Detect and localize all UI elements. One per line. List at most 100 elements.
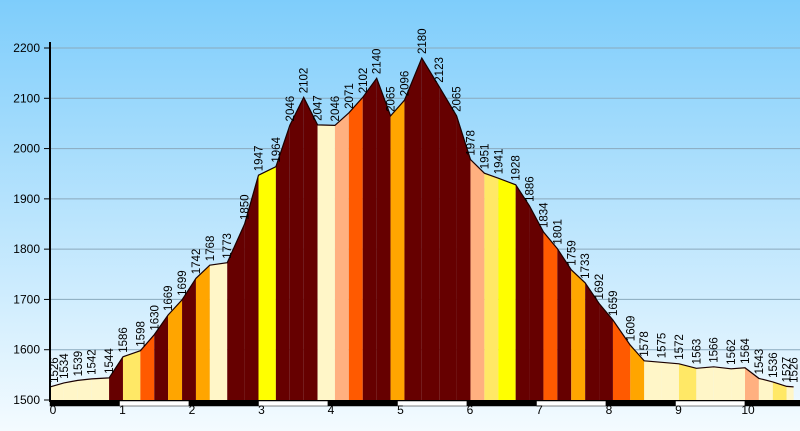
elevation-label: 1526 (789, 357, 800, 383)
elevation-label: 1566 (709, 337, 721, 363)
x-tick-label: 10 (741, 403, 755, 417)
y-tick-label: 1600 (13, 343, 40, 357)
profile-segment (421, 58, 440, 401)
profile-segment (786, 386, 794, 400)
elevation-label: 1742 (191, 249, 203, 275)
x-tick-label: 4 (328, 403, 335, 417)
elevation-label: 1586 (118, 327, 130, 353)
elevation-label: 1947 (254, 146, 266, 172)
elevation-label: 1801 (552, 219, 564, 245)
elevation-label: 2140 (372, 49, 384, 75)
km-band (675, 400, 746, 407)
profile-segment (713, 366, 732, 400)
km-band (536, 400, 607, 407)
profile-segment (696, 366, 714, 400)
elevation-label: 2096 (399, 71, 411, 97)
elevation-label: 1850 (240, 194, 252, 220)
profile-segment (557, 248, 572, 400)
y-tick-label: 2200 (13, 41, 40, 55)
elevation-label: 2065 (386, 86, 398, 112)
profile-segment (362, 78, 377, 401)
x-tick-label: 3 (258, 403, 265, 417)
profile-segment (140, 334, 155, 400)
elevation-label: 1526 (49, 357, 61, 383)
profile-segment (244, 175, 259, 400)
x-tick-label: 8 (606, 403, 613, 417)
elevation-label: 1834 (538, 202, 550, 228)
elevation-label: 1536 (768, 352, 780, 378)
y-tick-label: 2100 (13, 91, 40, 105)
profile-segment (731, 367, 745, 400)
profile-segment (758, 378, 773, 400)
x-tick-label: 5 (397, 403, 404, 417)
profile-segment (390, 100, 405, 400)
elevation-label: 1539 (73, 351, 85, 377)
elevation-label: 1659 (608, 290, 620, 316)
profile-segment (334, 112, 349, 401)
profile-segment (109, 356, 123, 400)
profile-segment (529, 205, 544, 400)
elevation-label: 1699 (177, 270, 189, 296)
elevation-label: 1544 (104, 348, 116, 374)
km-band-strip (49, 400, 800, 407)
elevation-label: 1669 (163, 285, 175, 311)
km-band (188, 400, 259, 407)
elevation-label: 1562 (726, 339, 738, 365)
profile-segment (644, 360, 662, 400)
profile-segment (376, 78, 391, 401)
elevation-label: 1575 (657, 333, 669, 359)
elevation-label: 1578 (639, 331, 651, 357)
x-axis-ticks: 0 1 2 3 4 5 6 7 8 9 10 (50, 403, 755, 417)
elevation-label: 1692 (594, 274, 606, 300)
elevation-label: 1941 (493, 149, 505, 175)
elevation-label: 2102 (358, 68, 370, 94)
elevation-label: 1978 (465, 130, 477, 156)
profile-segment (612, 320, 631, 400)
km-band (605, 400, 676, 407)
elevation-label: 2047 (313, 95, 325, 121)
profile-segment (63, 380, 78, 400)
profile-segment (303, 97, 318, 400)
profile-segment (289, 97, 304, 400)
elevation-label: 2065 (452, 86, 464, 112)
x-tick-label: 1 (119, 403, 126, 417)
profile-segment (515, 184, 530, 400)
profile-segment (209, 262, 228, 400)
profile-segment (122, 350, 141, 400)
profile-segments (50, 58, 794, 401)
profile-segment (275, 125, 290, 400)
profile-segment (661, 362, 679, 400)
profile-segment (470, 159, 485, 400)
km-band (258, 400, 329, 407)
profile-segment (154, 315, 169, 400)
profile-segment (91, 377, 110, 400)
profile-segment (227, 224, 245, 400)
x-tick-label: 6 (467, 403, 474, 417)
profile-segment (498, 178, 516, 400)
km-band (466, 400, 537, 407)
profile-segment (678, 363, 697, 400)
x-tick-label: 7 (536, 403, 543, 417)
elevation-label: 1534 (59, 353, 71, 379)
elevation-label: 1964 (271, 136, 283, 162)
elevation-label: 1886 (525, 176, 537, 202)
profile-segment (317, 124, 335, 401)
elevation-label: 1543 (754, 349, 766, 375)
profile-segment (77, 378, 92, 400)
profile-segment (348, 97, 363, 400)
elevation-label: 1773 (222, 233, 234, 259)
y-tick-label: 1500 (13, 393, 40, 407)
elevation-label: 2123 (434, 57, 446, 83)
elevation-label: 2046 (285, 96, 297, 122)
km-band (397, 400, 468, 407)
km-band (744, 400, 800, 407)
y-tick-label: 1800 (13, 242, 40, 256)
elevation-label: 2046 (330, 96, 342, 122)
y-tick-label: 1700 (13, 292, 40, 306)
profile-segment (543, 232, 558, 400)
km-band (327, 400, 398, 407)
elevation-label: 1928 (511, 155, 523, 181)
profile-segment (168, 299, 183, 400)
profile-segment (182, 278, 196, 400)
